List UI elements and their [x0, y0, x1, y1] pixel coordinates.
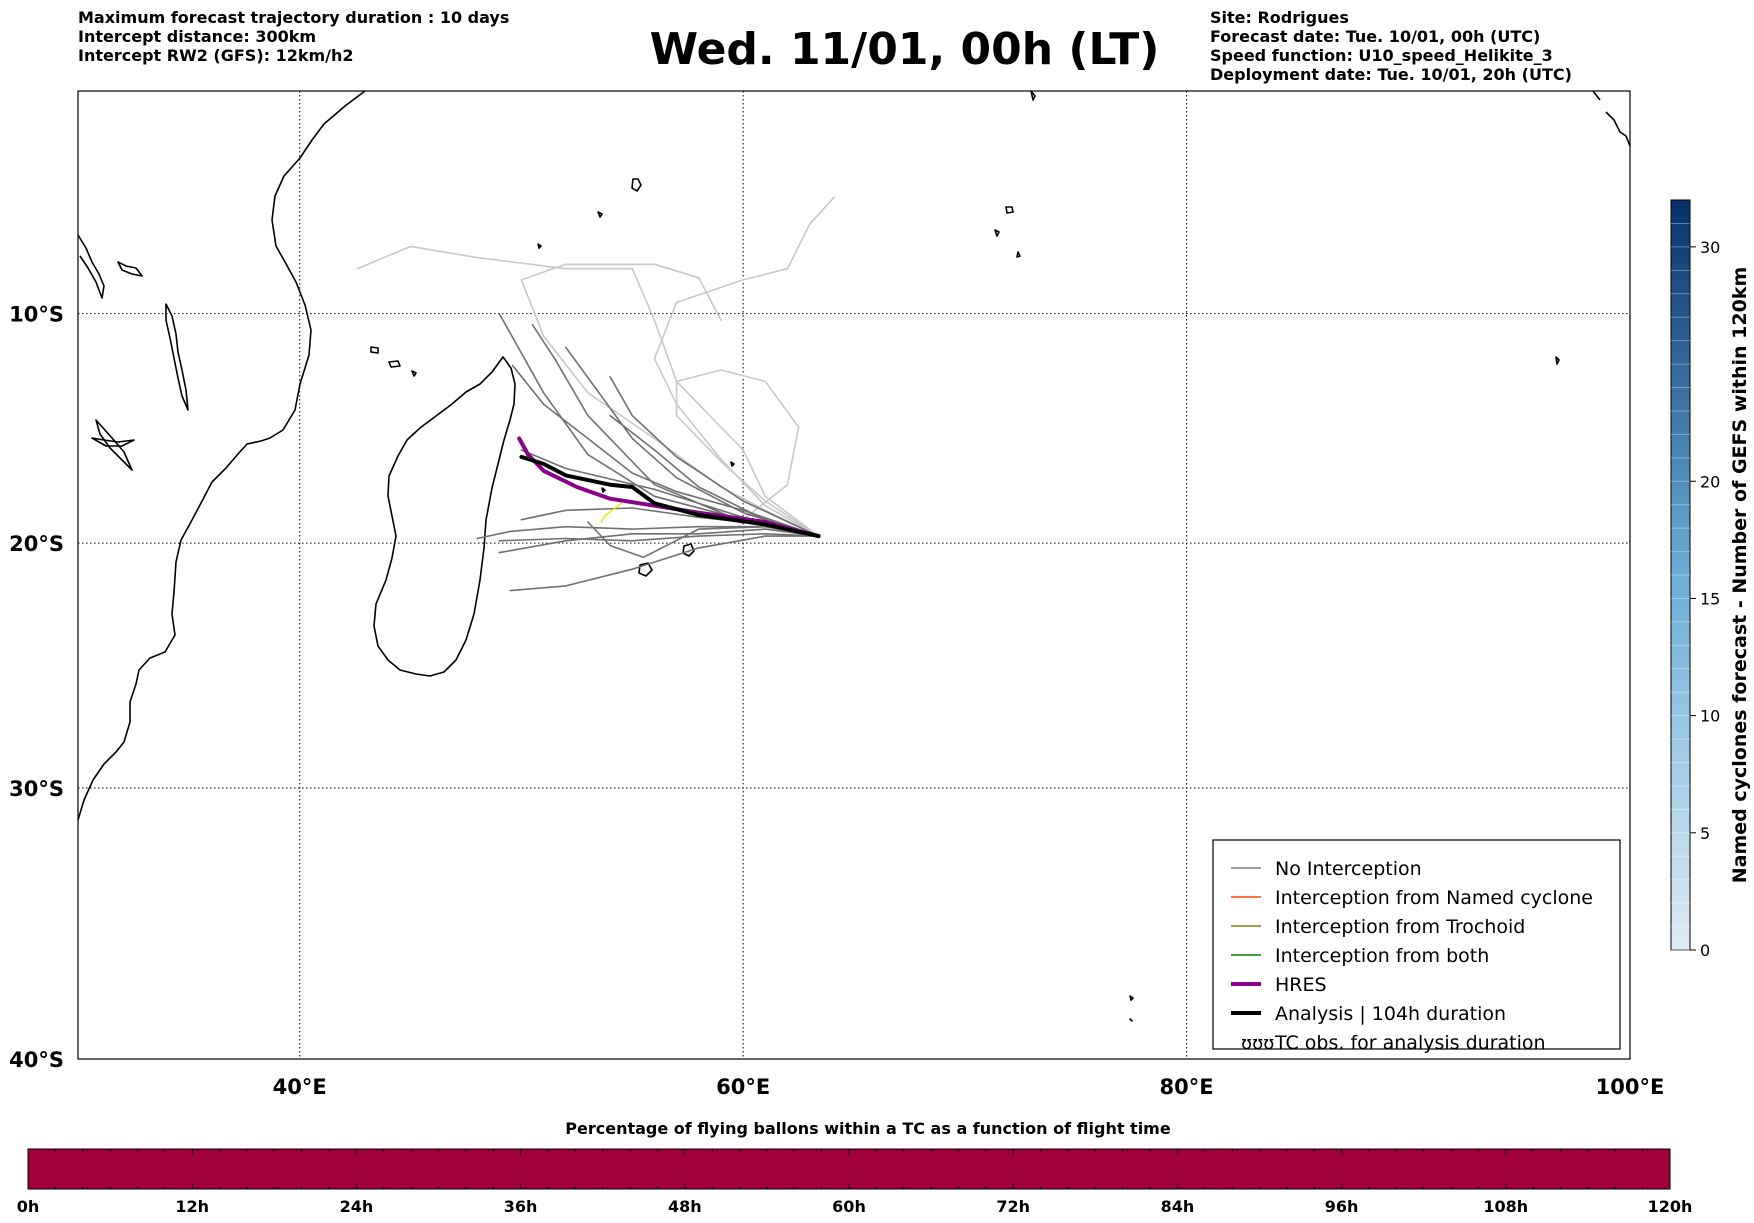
chagos-islands: [994, 206, 1021, 258]
mauritius-island: [682, 543, 695, 557]
ensemble-track: [498, 528, 820, 554]
site-text: Site: Rodrigues: [1210, 8, 1349, 27]
christmas-island: [1555, 356, 1560, 365]
colorbar-right-scale: [1670, 199, 1691, 951]
ensemble-track-light: [653, 196, 835, 537]
colorbar-bottom-title: Percentage of flying ballons within a TC…: [565, 1119, 1171, 1138]
africa-coastline: [78, 91, 366, 821]
colorbar-right-tick-label: 10: [1700, 707, 1720, 726]
lon-tick-label: 60°E: [716, 1075, 770, 1099]
lon-tick-label: 80°E: [1160, 1075, 1214, 1099]
analysis-track: [519, 454, 821, 539]
map-title: Wed. 11/01, 00h (LT): [649, 24, 1160, 75]
legend-label: TC obs. for analysis duration: [1274, 1032, 1546, 1054]
lake-victoria: [91, 437, 135, 447]
legend-item: Interception from Trochoid: [1231, 916, 1525, 938]
ensemble-track: [498, 533, 820, 542]
colorbar-bottom-tick-label: 0h: [17, 1197, 40, 1216]
forecast-date-text: Forecast date: Tue. 10/01, 00h (UTC): [1210, 27, 1541, 46]
legend-label: Interception from Trochoid: [1275, 916, 1525, 938]
amsterdam-island: [1129, 995, 1134, 1022]
seychelles-islands: [537, 178, 642, 249]
africa-north-coast: [78, 234, 105, 299]
lon-tick-label: 100°E: [1596, 1075, 1665, 1099]
colorbar-bottom-tick-label: 12h: [175, 1197, 209, 1216]
legend-box: [1212, 839, 1621, 1050]
ensemble-track: [565, 346, 820, 537]
graticule: [78, 91, 1630, 1059]
coastlines: [78, 91, 1630, 1022]
legend: No Interception Interception from Named c…: [1212, 839, 1621, 1054]
ensemble-track: [511, 364, 820, 537]
speed-function-text: Speed function: U10_speed_Helikite_3: [1210, 46, 1553, 65]
ensemble-track-light: [675, 369, 820, 537]
intercept-distance-text: Intercept distance: 300km: [78, 27, 317, 46]
colorbar-right-tick-label: 15: [1700, 589, 1720, 608]
bottom-colorbar: Percentage of flying ballons within a TC…: [17, 1119, 1693, 1216]
colorbar-bottom-tick-label: 108h: [1483, 1197, 1528, 1216]
legend-item: No Interception: [1231, 858, 1422, 880]
tc-obs-track: [600, 502, 622, 523]
lat-tick-label: 10°S: [9, 303, 64, 327]
colorbar-right-tick-label: 0: [1700, 941, 1710, 960]
axis-tick-labels: 40°E 60°E 80°E 100°E 10°S 20°S 30°S 40°S: [9, 303, 1664, 1099]
deployment-date-text: Deployment date: Tue. 10/01, 20h (UTC): [1210, 65, 1572, 84]
analysis-line: [519, 454, 821, 539]
colorbar-bottom-tick-label: 96h: [1325, 1197, 1359, 1216]
ensemble-track: [609, 376, 820, 537]
lake-malawi: [165, 303, 189, 411]
tc-obs-line: [600, 502, 622, 523]
colorbar-bottom-tick-label: 84h: [1161, 1197, 1195, 1216]
cargados-shoals: [601, 461, 735, 493]
legend-label: No Interception: [1275, 858, 1422, 880]
legend-label: Analysis | 104h duration: [1275, 1003, 1506, 1025]
reunion-island: [638, 562, 653, 577]
colorbar-bottom-tick-label: 72h: [996, 1197, 1030, 1216]
legend-item: Interception from both: [1231, 945, 1489, 967]
colorbar-bottom-tick-label: 120h: [1648, 1197, 1693, 1216]
header-right-info: Site: Rodrigues Forecast date: Tue. 10/0…: [1210, 8, 1572, 84]
trajectories: [356, 196, 835, 592]
header-left-info: Maximum forecast trajectory duration : 1…: [78, 8, 509, 65]
legend-item: HRES: [1231, 974, 1327, 996]
legend-item: Interception from Named cyclone: [1231, 887, 1593, 909]
lat-tick-label: 40°S: [9, 1048, 64, 1072]
lon-tick-label: 40°E: [273, 1075, 327, 1099]
intercept-rw2-text: Intercept RW2 (GFS): 12km/h2: [78, 46, 354, 65]
legend-label: Interception from Named cyclone: [1275, 887, 1593, 909]
colorbar-bottom-tick-label: 48h: [668, 1197, 702, 1216]
map-frame: [77, 90, 1631, 1060]
lat-tick-label: 30°S: [9, 777, 64, 801]
colorbar-bottom-tick-label: 36h: [504, 1197, 538, 1216]
lake-coast: [117, 261, 143, 277]
colorbar-bottom-tick-label: 60h: [832, 1197, 866, 1216]
ensemble-track-light: [356, 245, 820, 537]
lake-tanganyika: [95, 419, 133, 471]
sumatra-coast: [1592, 91, 1630, 147]
ensemble-tracks-light: [356, 196, 835, 537]
legend-item: ʊʊʊ TC obs. for analysis duration: [1241, 1032, 1546, 1054]
legend-label: Interception from both: [1275, 945, 1489, 967]
maldives-islands: [1030, 91, 1036, 101]
colorbar-right-tick-label: 5: [1700, 824, 1710, 843]
colorbar-right-label: Named cyclones forecast - Number of GEFS…: [1729, 267, 1751, 884]
ensemble-track-light: [520, 263, 820, 537]
legend-label: HRES: [1275, 974, 1327, 996]
max-duration-text: Maximum forecast trajectory duration : 1…: [78, 8, 510, 27]
right-colorbar: 0 5 10 15 20 30 Named cyclones forecast - Num…: [1670, 199, 1751, 960]
ensemble-track: [509, 535, 820, 592]
colorbar-right-tick-label: 20: [1700, 472, 1720, 491]
colorbar-right-tick-label: 30: [1700, 238, 1720, 257]
colorbar-bottom-tick-label: 24h: [340, 1197, 374, 1216]
tc-obs-symbol: ʊʊʊ: [1241, 1033, 1274, 1054]
lat-tick-label: 20°S: [9, 532, 64, 556]
legend-item: Analysis | 104h duration: [1231, 1003, 1506, 1025]
colorbar-bottom-scale: [27, 1148, 1671, 1190]
comoros-islands: [370, 346, 417, 377]
madagascar-coastline: [373, 356, 516, 677]
